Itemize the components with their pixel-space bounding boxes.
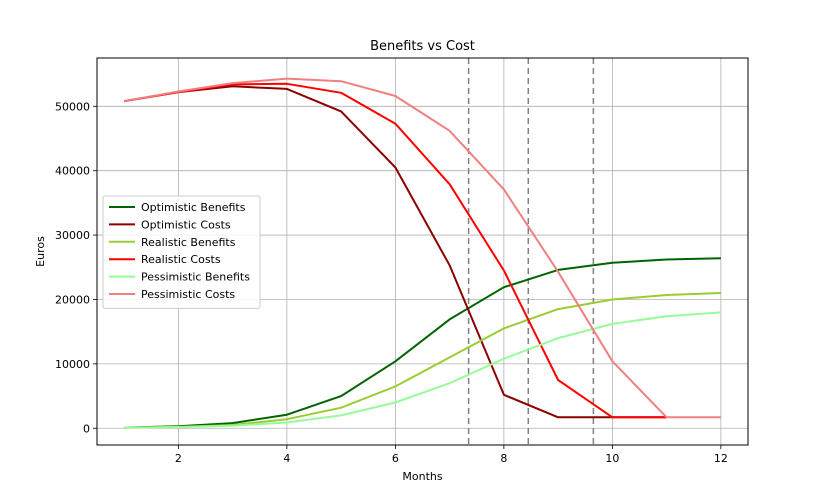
series-line-optimistic-benefits (124, 257, 721, 429)
legend-entry-label: Optimistic Costs (141, 218, 231, 231)
x-tick-label: 4 (283, 452, 290, 465)
legend-entry-label: Realistic Benefits (141, 236, 236, 249)
x-tick-label: 6 (392, 452, 399, 465)
plot-frame (96, 57, 749, 446)
y-tick-label: 50000 (55, 100, 90, 113)
series-line-optimistic-costs (123, 85, 667, 419)
legend: Optimistic Benefits Optimistic Costs Reali… (102, 195, 261, 309)
grid (97, 58, 748, 445)
legend-entry-label: Optimistic Benefits (141, 201, 246, 214)
x-tick-label: 2 (175, 452, 182, 465)
legend-entry-label: Pessimistic Costs (141, 288, 235, 301)
vertical-markers (467, 58, 595, 445)
series-lines (123, 77, 721, 429)
x-axis-label: Months (402, 470, 442, 483)
x-tick-label: 10 (605, 452, 619, 465)
axis-ticks: 2 4 6 8 10 12 0 10000 20000 30000 40000 50000 (55, 100, 728, 465)
chart-title: Benefits vs Cost (370, 39, 475, 54)
y-tick-label: 0 (83, 422, 90, 435)
y-tick-label: 40000 (55, 165, 90, 178)
series-line-realistic-costs (123, 82, 667, 419)
series-line-pessimistic-benefits (124, 311, 721, 429)
y-tick-label: 10000 (55, 358, 90, 371)
y-axis-label: Euros (34, 236, 47, 267)
series-line-pessimistic-costs (123, 77, 721, 419)
legend-entry-label: Realistic Costs (141, 253, 221, 266)
x-tick-label: 12 (714, 452, 728, 465)
legend-entry-label: Pessimistic Benefits (141, 271, 250, 284)
x-tick-label: 8 (500, 452, 507, 465)
legend-box (102, 195, 261, 309)
y-tick-label: 20000 (55, 293, 90, 306)
y-tick-label: 30000 (55, 229, 90, 242)
series-line-realistic-benefits (124, 292, 721, 429)
